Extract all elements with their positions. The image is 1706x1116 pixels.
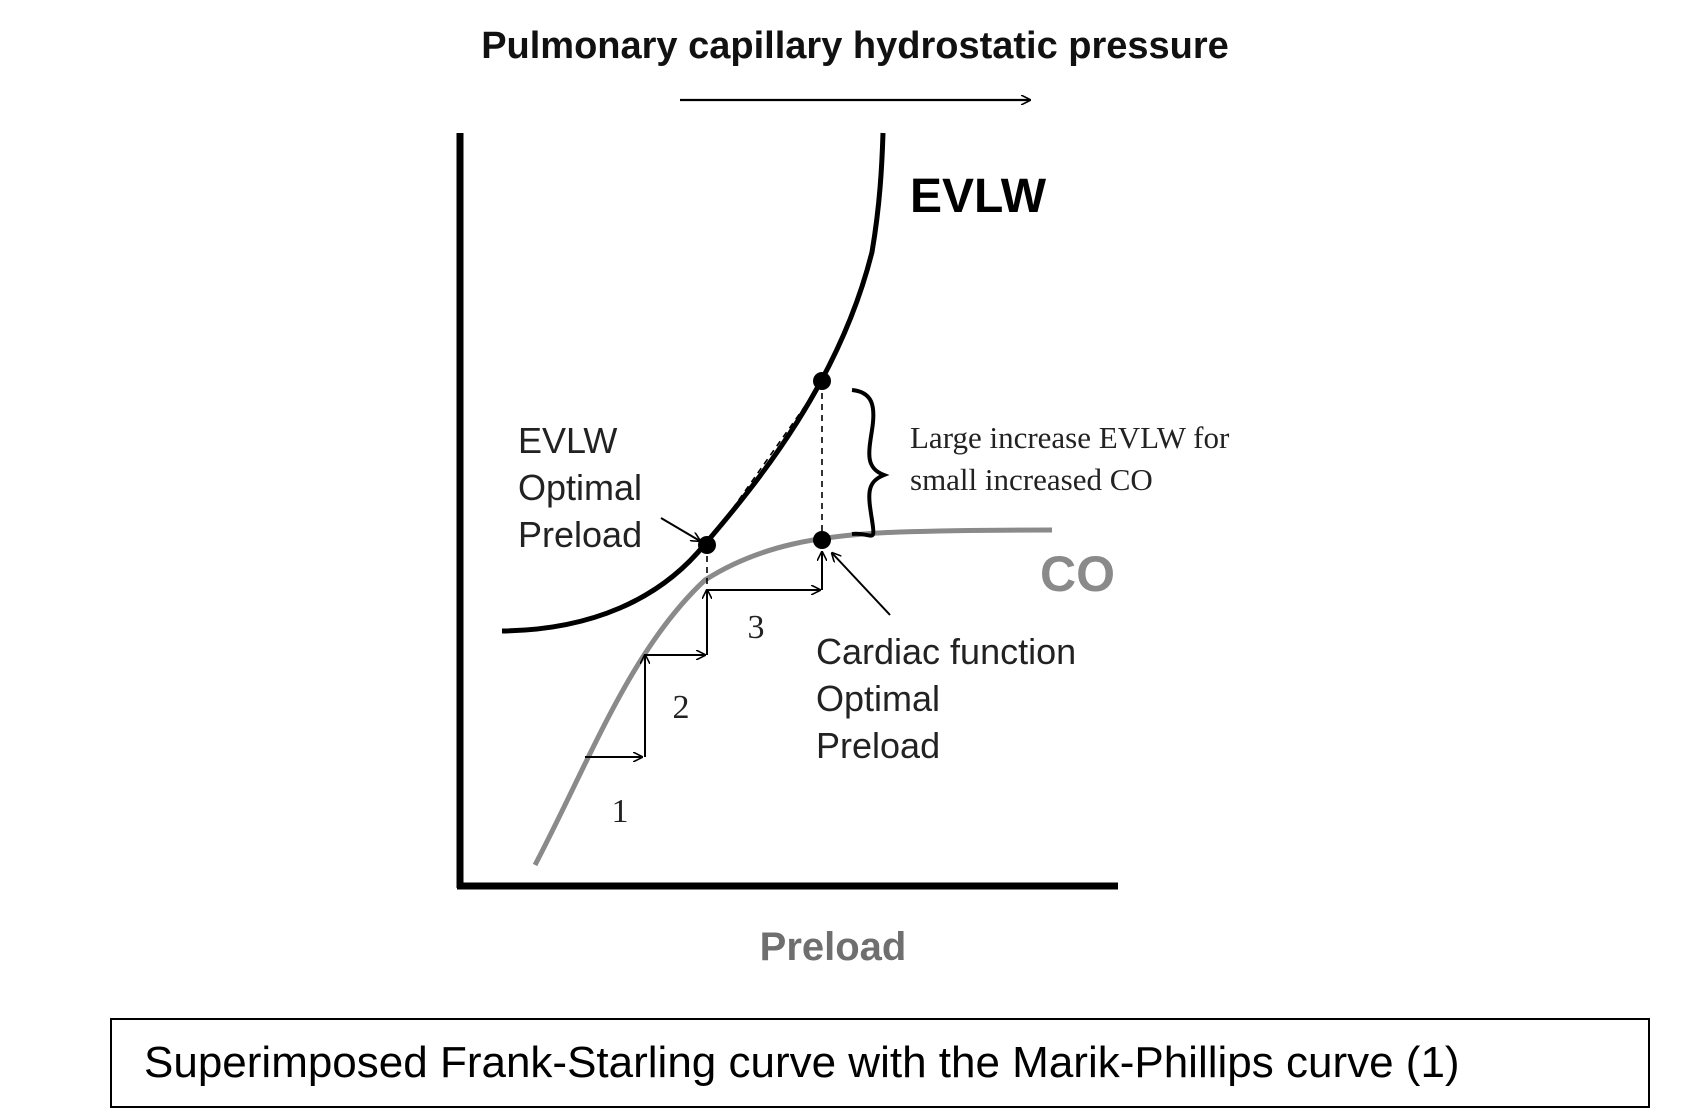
cardiac-optimal-label-line-1: Cardiac function: [816, 631, 1076, 672]
evlw-optimal-label-line-2: Optimal: [518, 467, 642, 508]
dashed-slope-line: [706, 381, 823, 546]
figure-caption: Superimposed Frank-Starling curve with t…: [144, 1038, 1460, 1087]
evlw-upper-point: [813, 372, 831, 390]
evlw-optimal-point: [698, 536, 716, 554]
brace-text-line-2: small increased CO: [910, 462, 1153, 497]
cardiac-optimal-label-line-3: Preload: [816, 725, 940, 766]
step-label-1: 1: [612, 793, 629, 830]
evlw-optimal-pointer: [660, 517, 700, 541]
evlw-curve-label: EVLW: [910, 170, 1047, 223]
x-axis-label: Preload: [760, 925, 907, 969]
curly-brace: [851, 388, 890, 538]
step-label-3: 3: [748, 609, 765, 646]
evlw-optimal-label-line-3: Preload: [518, 514, 642, 555]
brace-text-line-1: Large increase EVLW for: [910, 420, 1230, 455]
evlw-optimal-label-line-1: EVLW: [518, 420, 617, 461]
cardiac-optimal-point: [813, 531, 831, 549]
cardiac-optimal-label-line-2: Optimal: [816, 678, 940, 719]
step-label-2: 2: [673, 689, 690, 726]
co-curve-label: CO: [1040, 546, 1115, 602]
co-curve: [532, 527, 1053, 867]
top-title: Pulmonary capillary hydrostatic pressure: [481, 25, 1229, 67]
cardiac-optimal-pointer: [832, 553, 891, 616]
caption-box: Superimposed Frank-Starling curve with t…: [110, 1018, 1650, 1108]
evlw-curve: [501, 132, 886, 634]
